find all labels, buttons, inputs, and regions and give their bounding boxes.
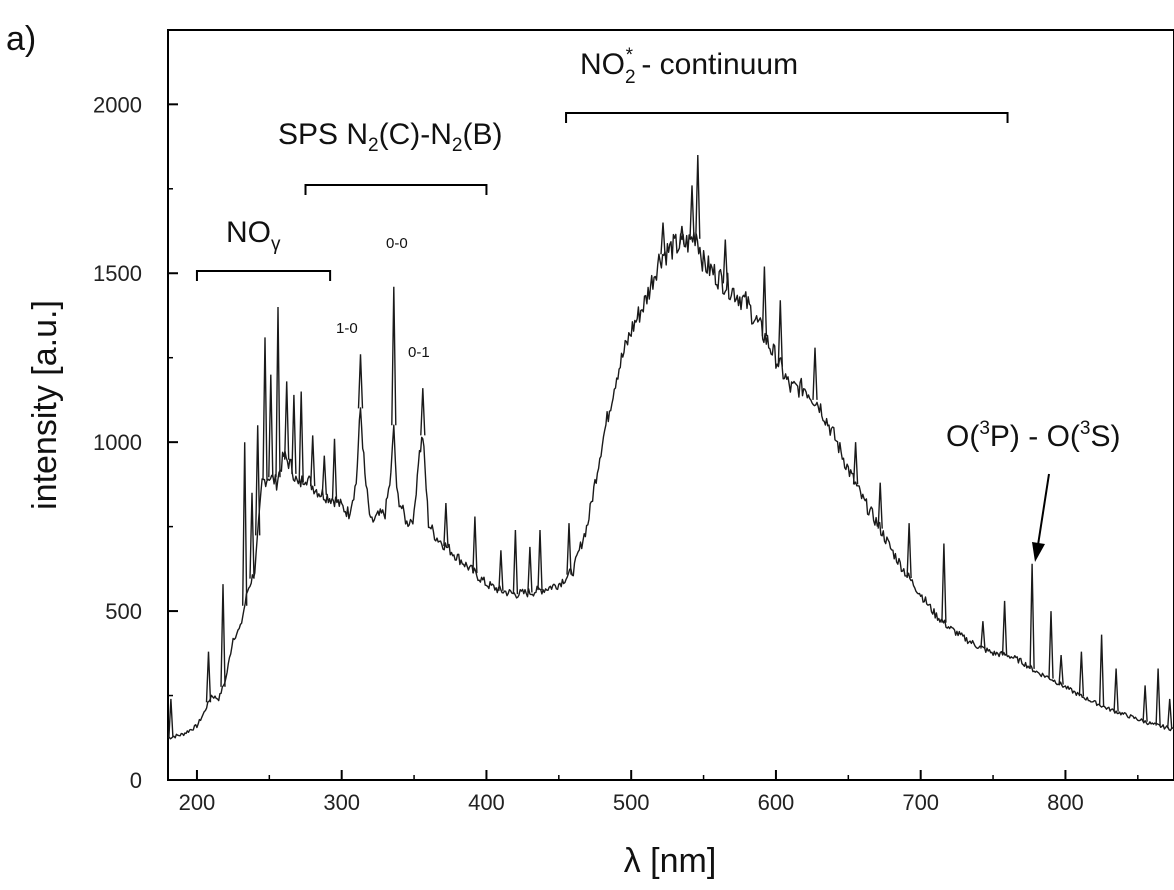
emission-peak [1155, 668, 1161, 726]
emission-peak [357, 354, 364, 409]
emission-peak [249, 492, 255, 579]
emission-peak [906, 523, 912, 579]
x-axis-title: λ [nm] [624, 842, 717, 880]
emission-peak [566, 523, 572, 575]
y-tick-label: 1000 [93, 430, 142, 455]
emission-peak [1078, 651, 1085, 697]
emission-peak [980, 621, 986, 649]
panel-label: a) [6, 20, 36, 58]
emission-peak [284, 381, 290, 460]
emission-peak [941, 543, 947, 623]
emission-peak [262, 337, 268, 481]
no-gamma-label: NOγ [226, 216, 281, 255]
emission-peak [321, 455, 327, 495]
emission-peak [1058, 654, 1064, 685]
emission-peak [877, 482, 883, 529]
x-tick-label: 700 [902, 790, 939, 815]
x-tick-label: 300 [323, 790, 360, 815]
y-tick-label: 1500 [93, 261, 142, 286]
emission-peak [242, 442, 248, 606]
plot-frame [167, 29, 1174, 781]
emission-peak [660, 222, 666, 255]
emission-peak [761, 266, 768, 337]
oxygen-arrow [1037, 473, 1050, 546]
band-label-1-0: 1-0 [336, 320, 358, 337]
emission-peak [331, 438, 338, 500]
emission-peak [298, 391, 304, 483]
emission-peak [1001, 600, 1008, 655]
emission-peak [777, 300, 783, 367]
emission-peaks [168, 154, 1173, 738]
emission-peak [689, 185, 695, 239]
y-axis-title: intensity [a.u.] [26, 300, 64, 510]
x-axis-ticks: 200 300 400 500 600 700 800 [179, 770, 1139, 815]
emission-peak [1098, 634, 1105, 706]
emission-peak [695, 154, 701, 239]
sps-bracket [304, 184, 488, 195]
x-tick-label: 200 [179, 790, 216, 815]
band-label-0-1: 0-1 [408, 344, 430, 361]
x-tick-label: 500 [613, 790, 650, 815]
emission-peak [1029, 563, 1035, 669]
no-gamma-bracket [195, 270, 332, 281]
emission-peak [1048, 611, 1054, 679]
sps-label: SPS N2(C)-N2(B) [278, 118, 503, 156]
emission-peak [498, 550, 504, 591]
y-tick-label: 2000 [93, 92, 142, 117]
y-tick-label: 500 [105, 599, 142, 624]
emission-peak [722, 239, 728, 284]
emission-peak [679, 225, 685, 245]
emission-peak [1113, 668, 1119, 712]
oxygen-arrowhead [1032, 542, 1045, 562]
x-tick-label: 400 [468, 790, 505, 815]
emission-peak [527, 546, 533, 593]
emission-peak [1142, 685, 1148, 722]
emission-peak [168, 698, 174, 738]
emission-peak [220, 584, 226, 687]
band-label-0-0: 0-0 [386, 235, 408, 252]
oxygen-line-label: O(3P) - O(3S) [946, 418, 1120, 453]
emission-peak [255, 425, 261, 536]
emission-peak [812, 347, 818, 400]
emission-peak [268, 374, 274, 478]
spectrum-series-line [167, 231, 1174, 740]
emission-peak [472, 516, 478, 574]
emission-peak [205, 651, 212, 703]
emission-peak [420, 388, 426, 436]
x-tick-label: 600 [758, 790, 795, 815]
emission-peak [512, 529, 519, 595]
emission-peak [443, 502, 449, 547]
emission-peak [1167, 698, 1173, 729]
no2-continuum-bracket [565, 112, 1009, 123]
emission-peak [537, 529, 543, 591]
emission-peak [852, 442, 859, 485]
emission-peak [310, 435, 316, 487]
y-tick-label: 0 [130, 768, 142, 793]
emission-peak [275, 306, 281, 478]
emission-peak [391, 286, 397, 426]
emission-peak [291, 394, 297, 474]
x-tick-label: 800 [1047, 790, 1084, 815]
no2-continuum-label: NO2* - continuum [580, 45, 798, 88]
y-axis-ticks: 0 500 1000 1500 2000 [93, 92, 178, 793]
